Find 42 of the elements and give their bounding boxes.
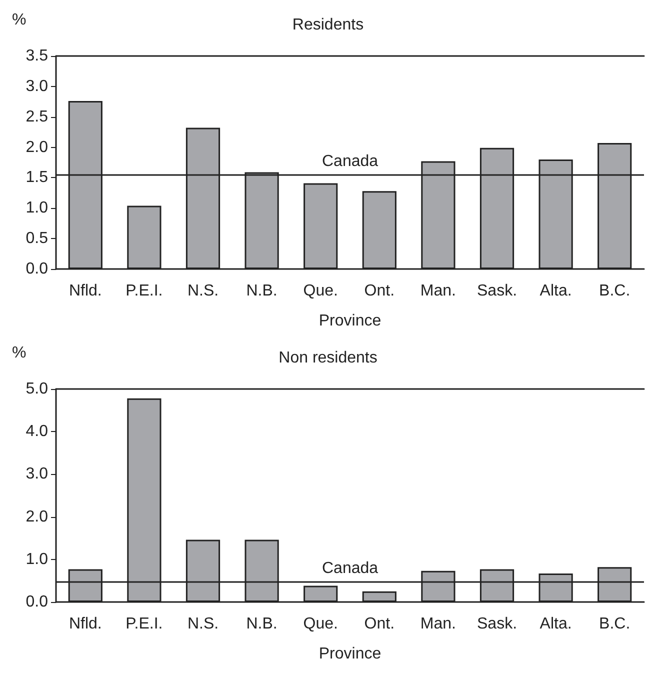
y-tick-label: 2.0 xyxy=(26,138,48,156)
y-tick-label: 1.0 xyxy=(26,550,48,568)
ref-line-label: Canada xyxy=(322,560,378,578)
x-axis-title: Province xyxy=(318,646,382,662)
y-tick-label: 0.0 xyxy=(26,260,48,278)
y-tick-label: 0.5 xyxy=(26,230,48,248)
x-tick-label: Nfld. xyxy=(68,282,102,300)
y-tick-label: 2.5 xyxy=(26,108,48,126)
x-tick-label: Que. xyxy=(303,616,338,632)
y-tick-label: 3.5 xyxy=(26,48,48,64)
x-tick-label: B.C. xyxy=(599,282,630,300)
x-tick-label: N.S. xyxy=(187,282,219,300)
x-tick-label: N.B. xyxy=(246,282,278,300)
y-tick-label: 3.0 xyxy=(26,466,48,483)
y-tick-label: 1.0 xyxy=(26,200,48,217)
x-tick-label: Man. xyxy=(420,616,456,632)
y-tick-label: 4.0 xyxy=(26,423,48,440)
y-tick-label: 5.0 xyxy=(26,380,48,398)
chart-title: Non residents xyxy=(278,350,378,366)
x-axis-title: Province xyxy=(318,312,382,330)
x-tick-label: Alta. xyxy=(540,616,572,632)
x-tick-label: B.C. xyxy=(599,616,630,632)
x-tick-label: Sask. xyxy=(476,616,518,632)
y-axis-title: % xyxy=(12,344,26,362)
x-tick-label: Alta. xyxy=(540,282,572,300)
y-tick-label: 1.5 xyxy=(26,169,48,186)
x-tick-label: Que. xyxy=(303,282,338,300)
y-tick-label: 3.0 xyxy=(26,78,48,95)
chart-title: Residents xyxy=(292,16,364,34)
x-tick-label: Ont. xyxy=(364,616,395,632)
x-tick-label: Ont. xyxy=(364,282,395,300)
ref-line-label: Canada xyxy=(322,153,378,170)
x-tick-label: P.E.I. xyxy=(126,282,163,300)
y-tick-label: 0.0 xyxy=(26,594,48,610)
y-axis-title: % xyxy=(12,12,26,28)
x-tick-label: N.S. xyxy=(187,616,219,632)
x-tick-label: Man. xyxy=(420,282,456,300)
x-tick-label: Sask. xyxy=(476,282,518,300)
x-tick-label: Nfld. xyxy=(68,616,102,632)
y-tick-label: 2.0 xyxy=(26,508,48,526)
x-tick-label: P.E.I. xyxy=(126,616,163,632)
x-tick-label: N.B. xyxy=(246,616,278,632)
